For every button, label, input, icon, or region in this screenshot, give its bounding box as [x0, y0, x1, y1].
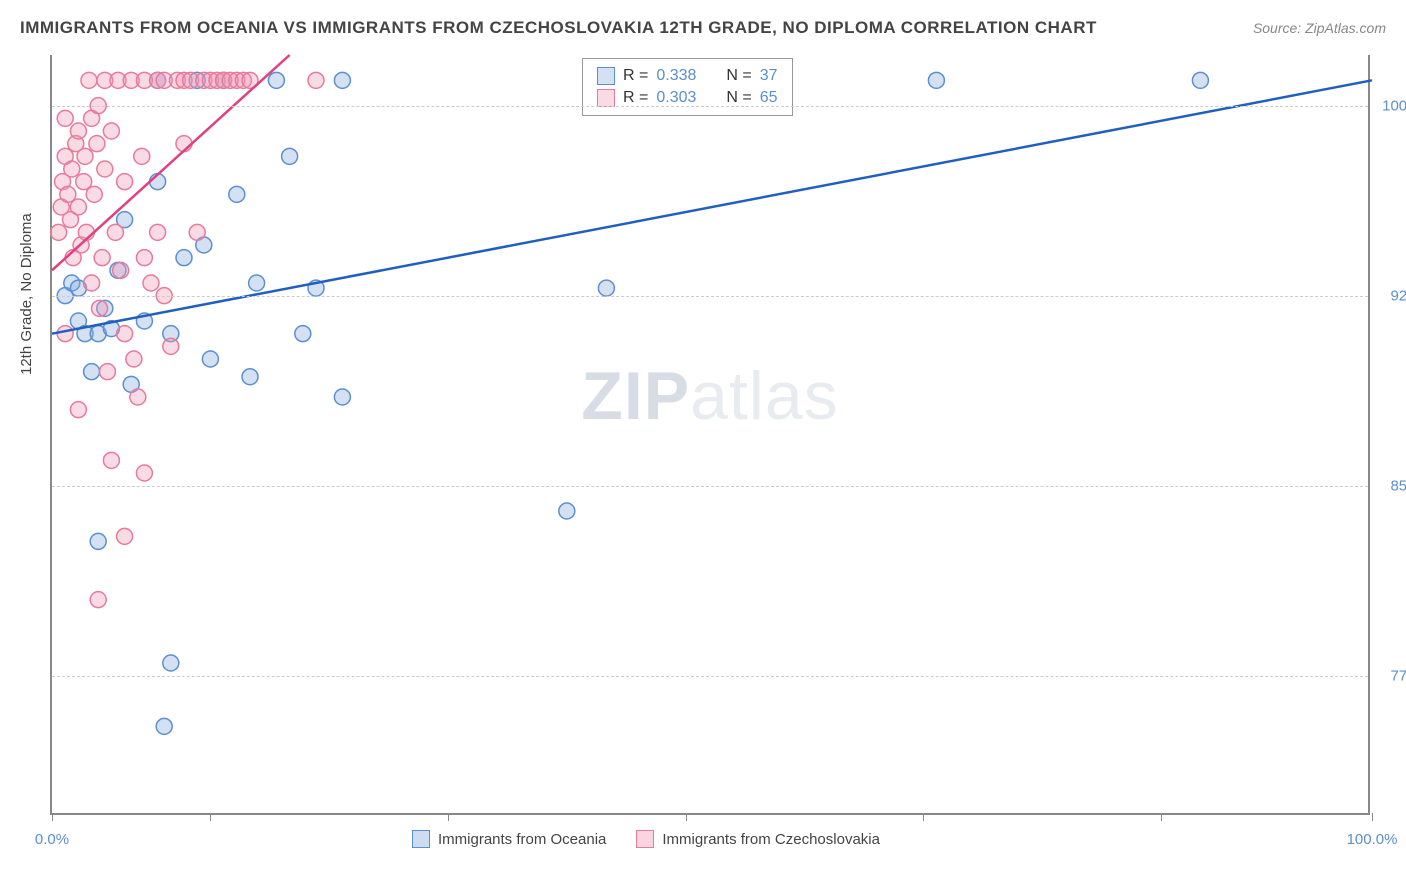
y-tick-label: 100.0%: [1373, 97, 1406, 114]
x-tick: [686, 813, 687, 821]
chart-source: Source: ZipAtlas.com: [1253, 20, 1386, 36]
r-label: R =: [623, 67, 648, 85]
x-tick: [210, 813, 211, 821]
data-point: [295, 326, 311, 342]
data-point: [334, 72, 350, 88]
data-point: [81, 72, 97, 88]
data-point: [113, 262, 129, 278]
data-point: [282, 148, 298, 164]
data-point: [134, 148, 150, 164]
r-label: R =: [623, 89, 648, 107]
x-tick: [1372, 813, 1373, 821]
data-point: [84, 364, 100, 380]
data-point: [103, 452, 119, 468]
n-value: 37: [760, 67, 778, 85]
n-label: N =: [726, 89, 751, 107]
legend-correlation: R = 0.338 N = 37 R = 0.303 N = 65: [582, 58, 793, 116]
data-point: [107, 224, 123, 240]
n-label: N =: [726, 67, 751, 85]
y-tick-label: 85.0%: [1373, 477, 1406, 494]
gridline: [52, 676, 1368, 677]
legend-correlation-row: R = 0.338 N = 37: [597, 65, 778, 87]
data-point: [249, 275, 265, 291]
legend-series: Immigrants from Oceania Immigrants from C…: [412, 830, 880, 848]
data-point: [308, 72, 324, 88]
data-point: [202, 351, 218, 367]
data-point: [163, 655, 179, 671]
gridline: [52, 486, 1368, 487]
x-tick: [1161, 813, 1162, 821]
data-point: [117, 528, 133, 544]
data-point: [51, 224, 67, 240]
data-point: [90, 533, 106, 549]
data-point: [136, 250, 152, 266]
data-point: [97, 161, 113, 177]
chart-svg: [52, 55, 1368, 813]
data-point: [86, 186, 102, 202]
chart-title: IMMIGRANTS FROM OCEANIA VS IMMIGRANTS FR…: [20, 18, 1097, 38]
data-point: [57, 110, 73, 126]
data-point: [242, 369, 258, 385]
data-point: [1192, 72, 1208, 88]
chart-header: IMMIGRANTS FROM OCEANIA VS IMMIGRANTS FR…: [20, 18, 1386, 38]
data-point: [57, 326, 73, 342]
legend-series-item: Immigrants from Czechoslovakia: [636, 830, 880, 848]
r-value: 0.338: [656, 67, 696, 85]
x-tick: [923, 813, 924, 821]
data-point: [99, 364, 115, 380]
legend-swatch-icon: [412, 830, 430, 848]
data-point: [92, 300, 108, 316]
legend-swatch-icon: [597, 89, 615, 107]
data-point: [89, 136, 105, 152]
y-tick-label: 92.5%: [1373, 287, 1406, 304]
data-point: [268, 72, 284, 88]
y-axis-label: 12th Grade, No Diploma: [18, 213, 35, 375]
gridline: [52, 296, 1368, 297]
data-point: [70, 199, 86, 215]
data-point: [150, 224, 166, 240]
legend-series-label: Immigrants from Oceania: [438, 831, 606, 848]
gridline: [52, 106, 1368, 107]
x-tick-label-left: 0.0%: [35, 831, 69, 848]
data-point: [163, 338, 179, 354]
n-value: 65: [760, 89, 778, 107]
data-point: [84, 275, 100, 291]
legend-series-item: Immigrants from Oceania: [412, 830, 606, 848]
data-point: [103, 123, 119, 139]
data-point: [176, 250, 192, 266]
x-tick: [52, 813, 53, 821]
data-point: [229, 186, 245, 202]
data-point: [70, 402, 86, 418]
data-point: [117, 326, 133, 342]
x-tick-label-right: 100.0%: [1347, 831, 1398, 848]
data-point: [70, 123, 86, 139]
legend-series-label: Immigrants from Czechoslovakia: [662, 831, 880, 848]
legend-swatch-icon: [636, 830, 654, 848]
data-point: [77, 148, 93, 164]
data-point: [136, 465, 152, 481]
data-point: [64, 161, 80, 177]
data-point: [126, 351, 142, 367]
y-tick-label: 77.5%: [1373, 667, 1406, 684]
plot-area: ZIPatlas R = 0.338N = 37R = 0.303N = 65 …: [50, 55, 1370, 815]
data-point: [598, 280, 614, 296]
data-point: [94, 250, 110, 266]
data-point: [334, 389, 350, 405]
data-point: [90, 592, 106, 608]
x-tick: [448, 813, 449, 821]
legend-swatch-icon: [597, 67, 615, 85]
data-point: [559, 503, 575, 519]
data-point: [189, 224, 205, 240]
r-value: 0.303: [656, 89, 696, 107]
data-point: [117, 174, 133, 190]
data-point: [156, 718, 172, 734]
data-point: [143, 275, 159, 291]
data-point: [928, 72, 944, 88]
data-point: [130, 389, 146, 405]
